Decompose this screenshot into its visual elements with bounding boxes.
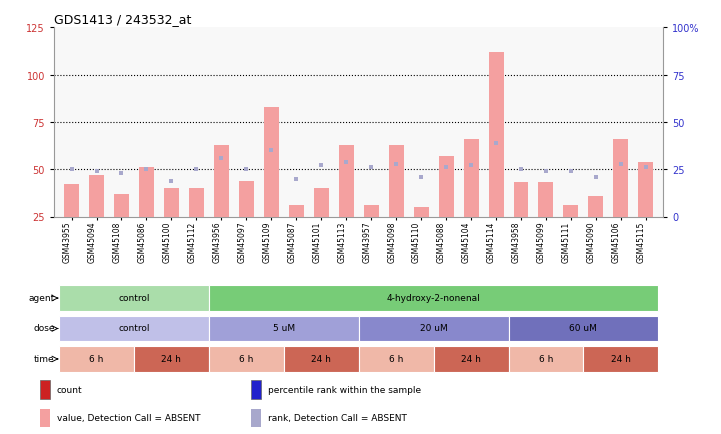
Bar (89, 175, 104, 264)
Bar (59, 346, 134, 372)
Text: percentile rank within the sample: percentile rank within the sample (268, 385, 421, 394)
Bar (414, 207, 428, 264)
Bar (563, 206, 578, 264)
Point (465, 163, 477, 170)
Bar (433, 346, 508, 372)
Text: 6 h: 6 h (389, 354, 403, 363)
Point (166, 178, 177, 184)
Bar (251, 408, 261, 427)
Bar (209, 316, 359, 342)
Bar (40, 408, 50, 427)
Point (390, 161, 402, 168)
Bar (539, 183, 554, 264)
Text: control: control (118, 293, 150, 302)
Bar (289, 206, 304, 264)
Point (516, 166, 527, 173)
Point (91, 168, 102, 175)
Bar (464, 140, 479, 264)
Point (316, 163, 327, 170)
Point (340, 159, 352, 166)
Text: 5 uM: 5 uM (273, 324, 295, 333)
Bar (64, 185, 79, 264)
Point (141, 166, 152, 173)
Bar (508, 316, 658, 342)
Bar (314, 189, 329, 264)
Bar (214, 145, 229, 264)
Text: count: count (57, 385, 83, 394)
Text: GDS1413 / 243532_at: GDS1413 / 243532_at (54, 13, 192, 26)
Bar (508, 346, 583, 372)
Bar (614, 140, 629, 264)
Text: 6 h: 6 h (239, 354, 254, 363)
Point (615, 161, 627, 168)
Text: 24 h: 24 h (162, 354, 182, 363)
Bar (264, 108, 279, 264)
Text: 60 uM: 60 uM (570, 324, 598, 333)
Text: 20 uM: 20 uM (420, 324, 448, 333)
Point (565, 168, 577, 175)
Text: dose: dose (33, 324, 55, 333)
Bar (209, 346, 284, 372)
Bar (59, 316, 209, 342)
Point (66, 166, 77, 173)
Point (490, 140, 502, 147)
Text: 4-hydroxy-2-nonenal: 4-hydroxy-2-nonenal (386, 293, 480, 302)
Bar (389, 145, 404, 264)
Bar (40, 381, 50, 399)
Bar (134, 346, 209, 372)
Point (640, 164, 652, 171)
Point (540, 168, 552, 175)
Bar (588, 196, 603, 264)
Point (415, 174, 427, 181)
Text: 24 h: 24 h (461, 354, 481, 363)
Bar (59, 286, 209, 311)
Text: agent: agent (28, 293, 55, 302)
Bar (251, 381, 261, 399)
Bar (363, 206, 379, 264)
Bar (359, 346, 433, 372)
Point (265, 148, 277, 155)
Bar (114, 194, 129, 264)
Text: 24 h: 24 h (311, 354, 331, 363)
Text: control: control (118, 324, 150, 333)
Point (366, 164, 377, 171)
Bar (438, 157, 454, 264)
Bar (284, 346, 359, 372)
Text: 6 h: 6 h (539, 354, 553, 363)
Point (116, 170, 128, 177)
Bar (513, 183, 528, 264)
Bar (239, 181, 254, 264)
Bar (164, 189, 179, 264)
Point (590, 174, 601, 181)
Text: rank, Detection Call = ABSENT: rank, Detection Call = ABSENT (268, 413, 407, 422)
Text: 6 h: 6 h (89, 354, 104, 363)
Point (190, 166, 202, 173)
Point (241, 166, 252, 173)
Bar (209, 286, 658, 311)
Point (291, 176, 302, 183)
Point (216, 155, 227, 162)
Bar (359, 316, 508, 342)
Text: value, Detection Call = ABSENT: value, Detection Call = ABSENT (57, 413, 200, 422)
Text: time: time (34, 354, 55, 363)
Bar (583, 346, 658, 372)
Bar (189, 189, 204, 264)
Bar (339, 145, 354, 264)
Text: 24 h: 24 h (611, 354, 631, 363)
Bar (489, 53, 503, 264)
Bar (139, 168, 154, 264)
Bar (638, 162, 653, 264)
Point (441, 164, 452, 171)
